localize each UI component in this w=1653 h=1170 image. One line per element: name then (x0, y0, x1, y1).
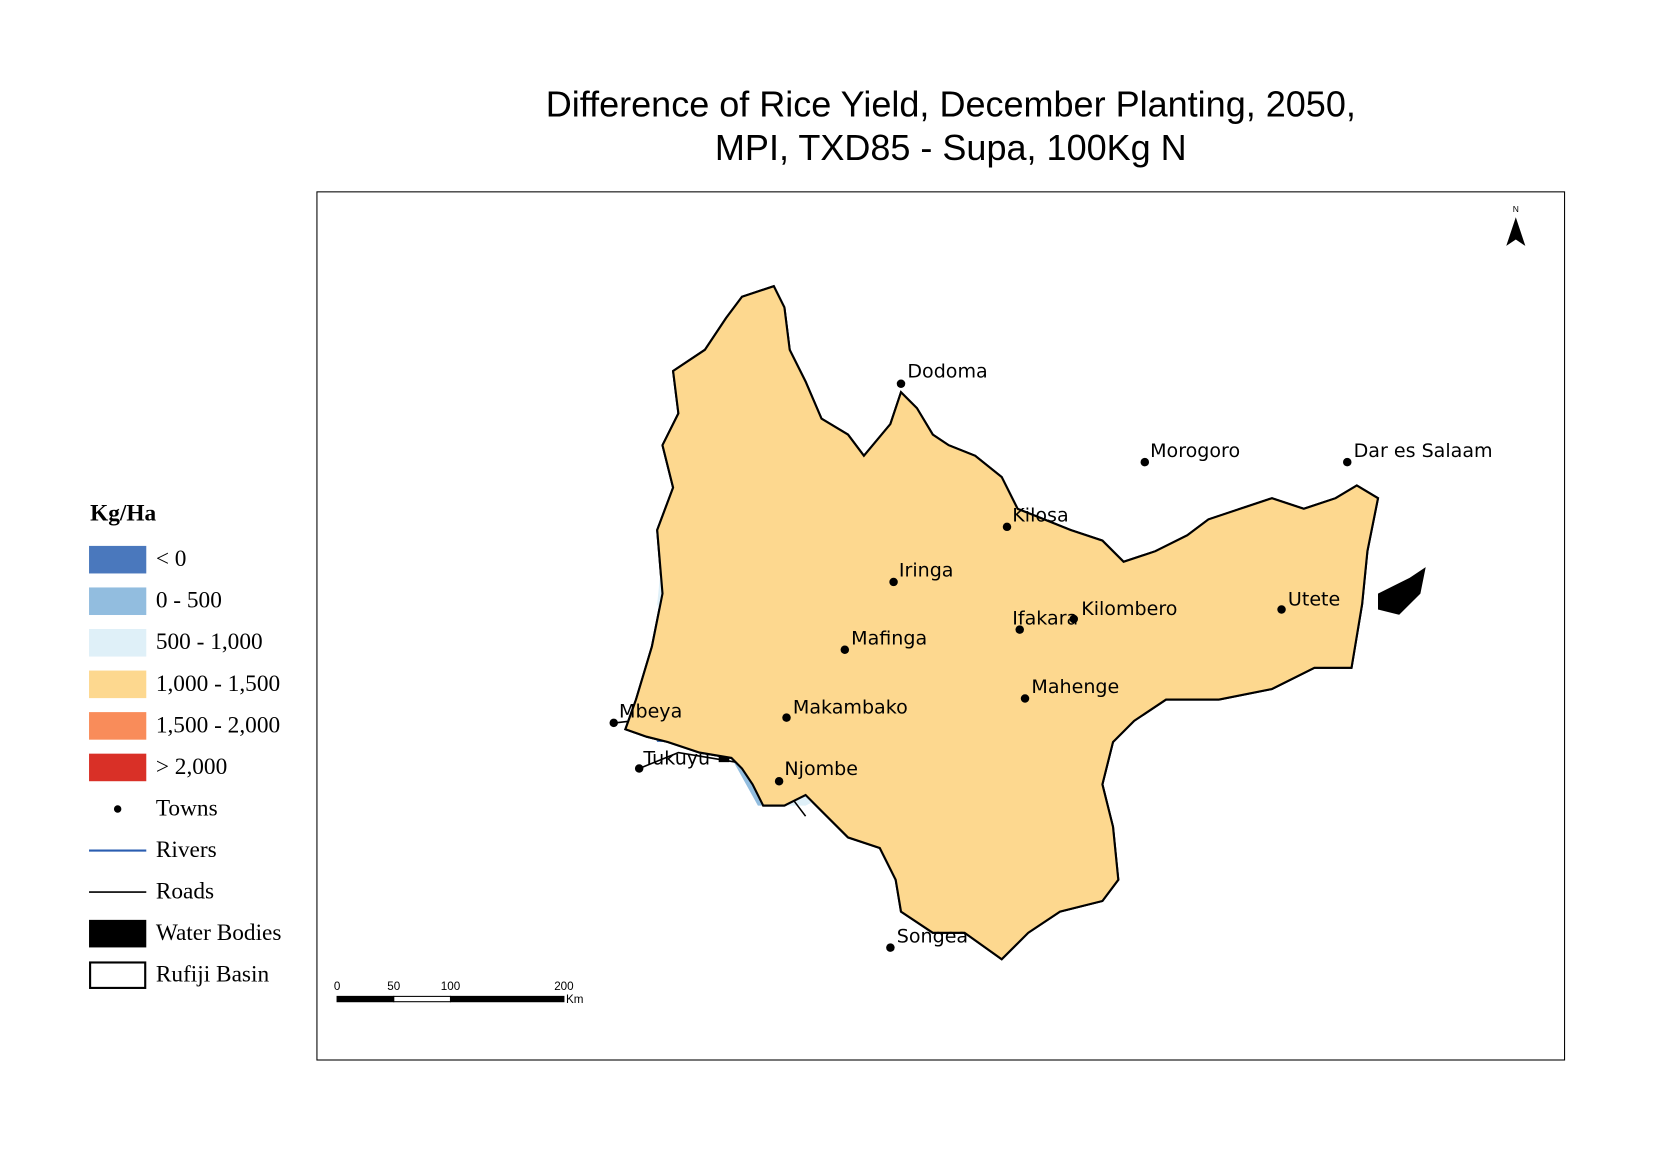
town-dot (634, 764, 644, 773)
legend-label: < 0 (156, 546, 187, 572)
scale-segment (449, 995, 565, 1003)
town-dot (774, 776, 784, 786)
town-dot (896, 379, 906, 388)
north-label: N (1513, 204, 1519, 214)
legend-label: > 2,000 (156, 754, 227, 780)
town-label: Ifakara (1012, 607, 1078, 629)
legend-symbol (113, 805, 122, 813)
town-label: Kilombero (1081, 598, 1177, 620)
title-line: MPI, TXD85 - Supa, 100Kg N (715, 127, 1187, 168)
town-label: Kilosa (1012, 505, 1068, 527)
town-dot (782, 713, 791, 722)
legend: Kg/Ha < 0 0 - 500 500 - 1,000 1,000 - 1,500… (89, 500, 282, 989)
water-body (1377, 567, 1426, 615)
town-dot (886, 943, 895, 952)
legend-label: Rivers (156, 837, 217, 863)
legend-swatch (89, 545, 147, 574)
legend-swatch (89, 629, 147, 657)
town-label: Tukuyu (642, 747, 710, 769)
town-label: Njombe (784, 758, 858, 780)
scale-segment (393, 995, 452, 1003)
towns: Dodoma Morogoro Dar es Salaam Kilosa Iringa M… (609, 360, 1493, 952)
town-dot (609, 718, 618, 728)
town-label: Mafinga (851, 627, 927, 649)
town-dot (1002, 522, 1012, 532)
scale-tick-label: 50 (387, 980, 400, 993)
legend-label: Rufiji Basin (156, 962, 270, 988)
town-label: Songea (897, 925, 968, 947)
legend-label: Towns (156, 795, 218, 821)
legend-label: Roads (156, 879, 214, 905)
legend-label: 500 - 1,000 (156, 629, 263, 655)
legend-label: 0 - 500 (156, 588, 222, 614)
town-label: Dar es Salaam (1354, 440, 1493, 462)
legend-swatch (89, 712, 147, 740)
legend-label: 1,500 - 2,000 (156, 712, 280, 738)
town-dot (1069, 614, 1079, 624)
town-label: Makambako (793, 696, 908, 718)
legend-symbol (89, 961, 147, 989)
map-layout: Difference of Rice Yield, December Plant… (89, 84, 1566, 1061)
legend-title: Kg/Ha (90, 500, 156, 526)
scale-tick-label: 200 (554, 980, 574, 993)
legend-symbol (89, 919, 147, 948)
legend-swatch (89, 670, 147, 699)
town-dot (889, 577, 898, 587)
town-dot (1343, 457, 1352, 467)
map-frame (316, 191, 1566, 1061)
town-dot (1020, 694, 1030, 703)
town-label: Utete (1288, 588, 1340, 610)
scale-tick-label: 0 (334, 980, 341, 993)
title-line: Difference of Rice Yield, December Plant… (546, 84, 1356, 125)
legend-label: Water Bodies (156, 920, 282, 946)
town-dot (1140, 457, 1150, 467)
scale-unit: Km (566, 993, 583, 1006)
town-dot (840, 645, 850, 655)
town-dot (1277, 605, 1286, 614)
basin-outline (624, 285, 1380, 961)
town-label: Mahenge (1031, 676, 1119, 698)
legend-swatch (89, 587, 147, 616)
legend-swatch (89, 753, 147, 782)
town-label: Iringa (899, 560, 954, 582)
legend-label: 1,000 - 1,500 (156, 671, 280, 697)
scale-tick-label: 100 (441, 980, 461, 993)
north-arrow (1506, 217, 1526, 246)
town-label: Mbeya (619, 701, 682, 723)
town-dot (1015, 625, 1024, 634)
scale-segment (336, 995, 395, 1003)
town-label: Dodoma (907, 360, 987, 382)
town-label: Morogoro (1150, 440, 1240, 462)
